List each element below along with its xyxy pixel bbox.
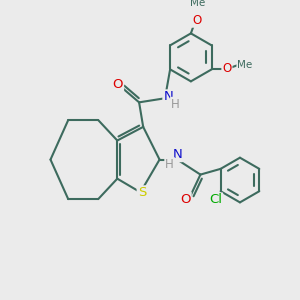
Text: H: H [165, 158, 174, 171]
Text: O: O [222, 61, 232, 74]
Text: O: O [192, 14, 201, 27]
Text: O: O [112, 78, 123, 91]
Text: Cl: Cl [209, 194, 222, 206]
Text: N: N [164, 90, 173, 104]
Text: Me: Me [190, 0, 205, 8]
Text: N: N [172, 148, 182, 161]
Text: O: O [180, 193, 191, 206]
Text: H: H [171, 98, 180, 111]
Text: S: S [138, 186, 146, 199]
Text: Me: Me [237, 60, 253, 70]
